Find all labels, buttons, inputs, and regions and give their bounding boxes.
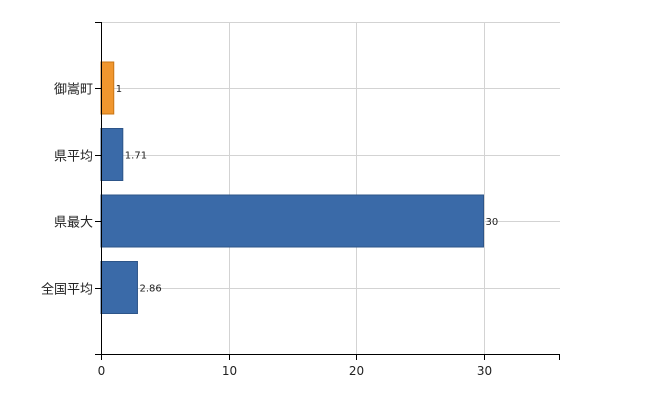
axes [95,22,560,355]
bars [100,61,484,314]
bar [100,128,124,181]
bar-data-label: 1.71 [125,151,147,162]
data-labels: 1 1.71 30 2.86 [116,84,498,295]
bar [100,194,484,248]
y-category-label: 全国平均 [41,282,93,298]
y-category-label: 県最大 [54,216,93,231]
bar-data-label: 2.86 [139,284,161,295]
bar-data-label: 1 [116,84,122,95]
y-category-label: 県平均 [54,150,93,165]
x-tick-label: 10 [222,364,237,378]
x-tick-label: 20 [349,364,364,378]
x-axis-ticks: 0 10 20 30 [98,354,560,378]
bar [100,61,115,115]
bar [100,261,138,314]
y-category-label: 御嵩町 [54,83,93,98]
bar-data-label: 30 [486,217,499,228]
x-tick-label: 30 [477,364,492,378]
x-tick-label: 0 [98,364,106,378]
grid-lines [101,22,560,354]
